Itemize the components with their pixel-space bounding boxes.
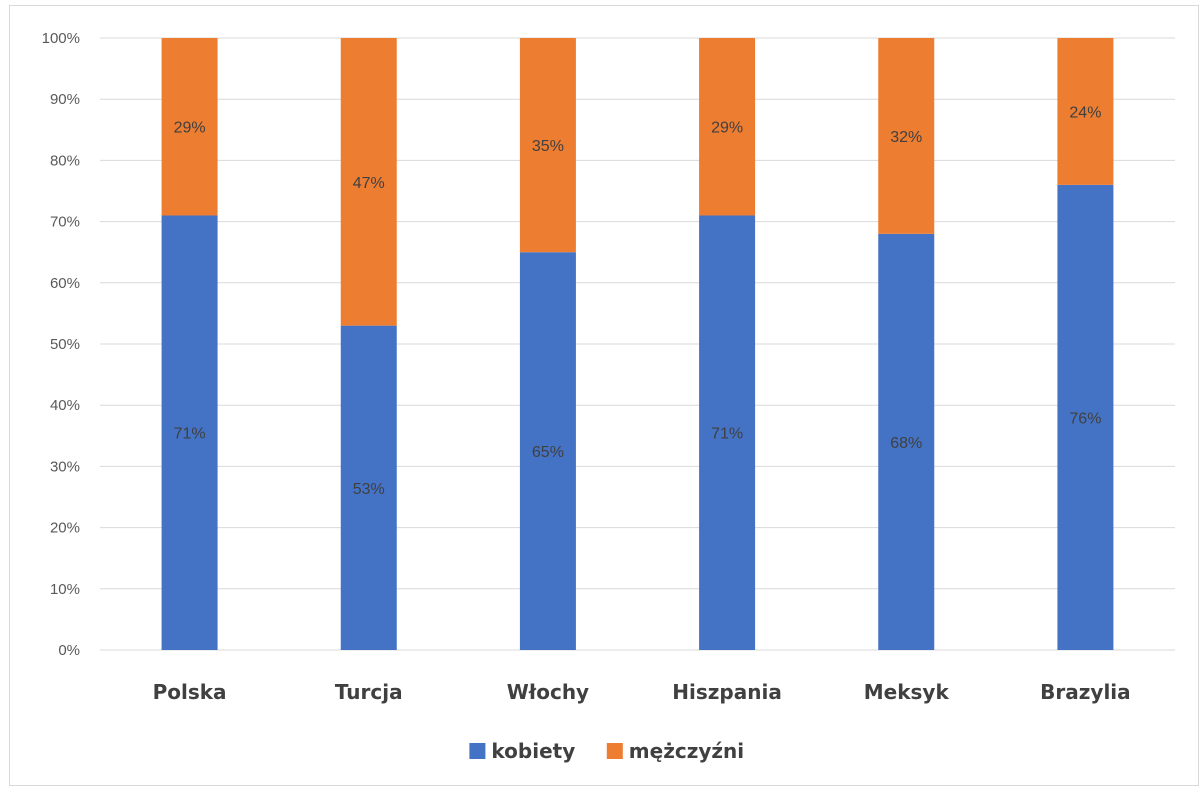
bar-kobiety-Hiszpania: [699, 215, 756, 651]
data-label: 29%: [711, 120, 743, 137]
bar-kobiety-Meksyk: [878, 233, 935, 650]
bar-kobiety-Włochy: [519, 252, 576, 650]
x-tick-label: Brazylia: [1040, 680, 1131, 704]
data-label: 71%: [174, 426, 206, 443]
legend-label: kobiety: [491, 739, 575, 763]
data-label: 47%: [353, 175, 385, 192]
legend-label: mężczyźni: [629, 739, 744, 763]
data-labels: 71% 29% 53% 47% 65% 35% 71% 29% 68% 32% 76% 24%: [174, 104, 1102, 497]
data-label: 32%: [890, 129, 922, 146]
bar-mężczyźni-Hiszpania: [699, 38, 756, 216]
y-tick-label: 0%: [58, 642, 80, 659]
x-tick-label: Polska: [153, 680, 227, 704]
x-tick-label: Włochy: [507, 680, 589, 704]
data-label: 35%: [532, 138, 564, 155]
y-tick-label: 60%: [50, 275, 80, 292]
data-label: 24%: [1069, 104, 1101, 121]
grid-layer: [100, 37, 1175, 651]
data-label: 71%: [711, 426, 743, 443]
y-tick-label: 30%: [50, 458, 80, 475]
x-tick-label: Turcja: [335, 680, 403, 704]
bar-kobiety-Polska: [161, 215, 218, 651]
data-label: 29%: [174, 120, 206, 137]
x-axis-ticks: Polska Turcja Włochy Hiszpania Meksyk Brazyli…: [153, 680, 1131, 704]
y-tick-label: 40%: [50, 397, 80, 414]
y-tick-label: 80%: [50, 152, 80, 169]
y-tick-label: 100%: [42, 30, 80, 47]
x-tick-label: Meksyk: [864, 680, 950, 704]
bar-kobiety-Brazylia: [1057, 184, 1114, 650]
y-tick-label: 50%: [50, 336, 80, 353]
data-label: 68%: [890, 435, 922, 452]
data-label: 76%: [1069, 410, 1101, 427]
bar-mężczyźni-Turcja: [340, 38, 397, 326]
data-label: 53%: [353, 481, 385, 498]
legend-swatch-kobiety: [469, 743, 486, 759]
y-tick-label: 90%: [50, 91, 80, 108]
bar-mężczyźni-Włochy: [519, 38, 576, 253]
legend: kobiety mężczyźni: [469, 739, 744, 763]
y-tick-label: 70%: [50, 214, 80, 231]
bar-mężczyźni-Polska: [161, 38, 218, 216]
y-tick-label: 10%: [50, 581, 80, 598]
data-label: 65%: [532, 444, 564, 461]
y-axis-ticks: 0% 10% 20% 30% 40% 50% 60% 70% 80% 90% 100%: [42, 30, 80, 659]
bar-mężczyźni-Meksyk: [878, 38, 935, 234]
bar-mężczyźni-Brazylia: [1057, 38, 1114, 185]
x-tick-label: Hiszpania: [672, 680, 782, 704]
bar-kobiety-Turcja: [340, 325, 397, 650]
legend-swatch-mężczyźni: [606, 743, 623, 759]
bars: [161, 38, 1114, 651]
y-tick-label: 20%: [50, 520, 80, 537]
